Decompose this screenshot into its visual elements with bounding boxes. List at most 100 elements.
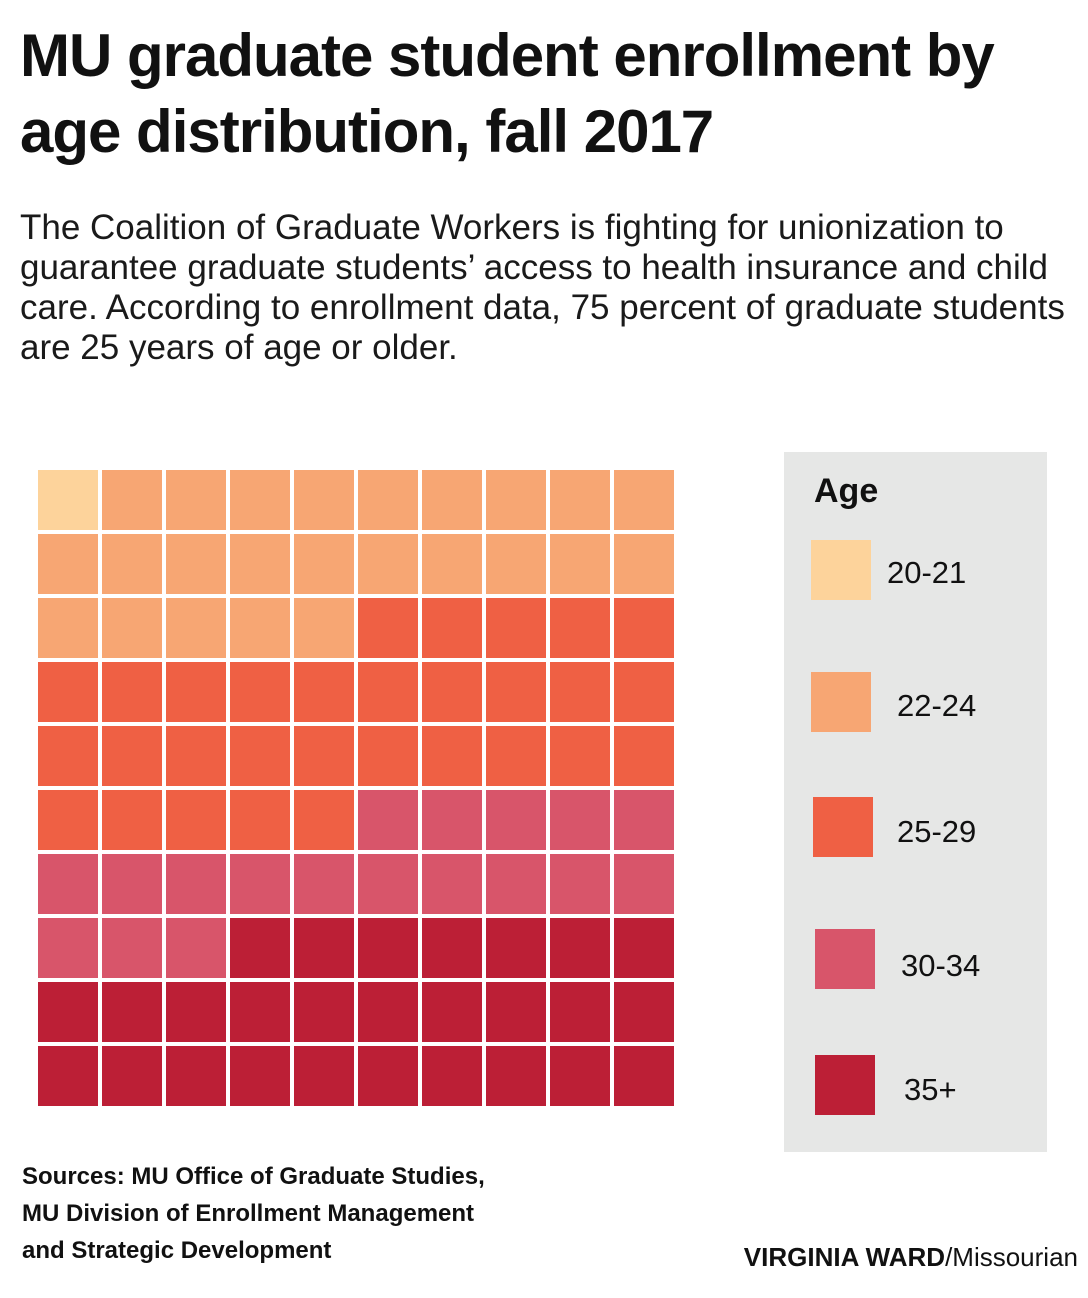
waffle-cell-25-29 (38, 662, 98, 722)
waffle-cell-25-29 (550, 662, 610, 722)
waffle-cell-35plus (550, 918, 610, 978)
waffle-cell-30-34 (102, 854, 162, 914)
waffle-cell-22-24 (486, 534, 546, 594)
waffle-cell-22-24 (614, 470, 674, 530)
chart-subtitle: The Coalition of Graduate Workers is fig… (20, 208, 1065, 367)
legend: Age 20-21 22-24 25-29 30-34 35+ (784, 452, 1047, 1152)
waffle-cell-35plus (230, 918, 290, 978)
waffle-cell-30-34 (230, 854, 290, 914)
waffle-cell-25-29 (102, 790, 162, 850)
waffle-cell-25-29 (38, 726, 98, 786)
waffle-cell-25-29 (230, 726, 290, 786)
source-line: MU Division of Enrollment Management (22, 1200, 475, 1227)
waffle-cell-30-34 (358, 790, 418, 850)
credit-name: VIRGINIA WARD (743, 1242, 946, 1272)
waffle-cell-22-24 (550, 470, 610, 530)
waffle-cell-25-29 (614, 598, 674, 658)
sources-note: Sources: MU Office of Graduate Studies, … (22, 1158, 622, 1269)
waffle-cell-25-29 (166, 662, 226, 722)
waffle-cell-30-34 (550, 790, 610, 850)
waffle-cell-22-24 (38, 534, 98, 594)
legend-swatch-30-34 (815, 929, 875, 989)
waffle-cell-30-34 (422, 854, 482, 914)
source-line: and Strategic Development (22, 1237, 332, 1264)
waffle-cell-25-29 (486, 726, 546, 786)
waffle-cell-30-34 (550, 854, 610, 914)
waffle-cell-22-24 (166, 598, 226, 658)
waffle-cell-22-24 (550, 534, 610, 594)
waffle-cell-25-29 (102, 726, 162, 786)
waffle-cell-25-29 (230, 662, 290, 722)
waffle-cell-30-34 (294, 854, 354, 914)
waffle-cell-30-34 (166, 854, 226, 914)
waffle-cell-35plus (230, 1046, 290, 1106)
waffle-cell-30-34 (38, 854, 98, 914)
waffle-cell-22-24 (102, 598, 162, 658)
waffle-chart (38, 470, 674, 1106)
waffle-cell-35plus (166, 982, 226, 1042)
waffle-cell-30-34 (614, 854, 674, 914)
chart-title: MU graduate student enrollment by age di… (20, 22, 995, 165)
waffle-cell-25-29 (422, 598, 482, 658)
waffle-cell-22-24 (166, 534, 226, 594)
waffle-cell-30-34 (422, 790, 482, 850)
waffle-cell-35plus (486, 1046, 546, 1106)
legend-swatch-20-21 (811, 540, 871, 600)
waffle-cell-22-24 (230, 534, 290, 594)
waffle-cell-22-24 (294, 598, 354, 658)
waffle-cell-35plus (422, 1046, 482, 1106)
waffle-cell-25-29 (614, 662, 674, 722)
waffle-cell-22-24 (38, 598, 98, 658)
waffle-cell-25-29 (358, 726, 418, 786)
waffle-cell-30-34 (166, 918, 226, 978)
waffle-cell-25-29 (166, 790, 226, 850)
waffle-cell-22-24 (358, 534, 418, 594)
waffle-cell-35plus (38, 982, 98, 1042)
legend-label-30-34: 30-34 (901, 948, 981, 983)
waffle-cell-35plus (486, 918, 546, 978)
legend-label-35plus: 35+ (904, 1072, 957, 1107)
waffle-cell-22-24 (614, 534, 674, 594)
waffle-cell-25-29 (614, 726, 674, 786)
waffle-cell-35plus (614, 918, 674, 978)
legend-title: Age (814, 472, 879, 510)
legend-swatch-35plus (815, 1055, 875, 1115)
waffle-cell-22-24 (102, 470, 162, 530)
legend-swatch-25-29 (813, 797, 873, 857)
waffle-cell-22-24 (294, 470, 354, 530)
waffle-cell-35plus (614, 1046, 674, 1106)
waffle-cell-25-29 (38, 790, 98, 850)
waffle-cell-22-24 (422, 534, 482, 594)
waffle-cell-35plus (38, 1046, 98, 1106)
waffle-cell-25-29 (422, 726, 482, 786)
legend-label-22-24: 22-24 (897, 688, 977, 723)
waffle-cell-35plus (102, 1046, 162, 1106)
waffle-cell-30-34 (614, 790, 674, 850)
waffle-cell-22-24 (486, 470, 546, 530)
waffle-cell-35plus (166, 1046, 226, 1106)
waffle-cell-22-24 (358, 470, 418, 530)
waffle-cell-25-29 (422, 662, 482, 722)
waffle-cell-35plus (358, 918, 418, 978)
waffle-cell-30-34 (486, 790, 546, 850)
waffle-cell-22-24 (166, 470, 226, 530)
waffle-cell-35plus (294, 1046, 354, 1106)
waffle-cell-25-29 (486, 662, 546, 722)
waffle-cell-25-29 (550, 598, 610, 658)
waffle-cell-35plus (230, 982, 290, 1042)
credit-line: VIRGINIA WARD/Missourian (744, 1242, 1078, 1273)
legend-label-25-29: 25-29 (897, 814, 977, 849)
waffle-cell-35plus (294, 918, 354, 978)
waffle-cell-35plus (550, 982, 610, 1042)
waffle-cell-35plus (358, 982, 418, 1042)
waffle-cell-25-29 (294, 726, 354, 786)
waffle-cell-35plus (486, 982, 546, 1042)
waffle-cell-35plus (422, 982, 482, 1042)
waffle-cell-35plus (294, 982, 354, 1042)
waffle-cell-30-34 (358, 854, 418, 914)
legend-swatch-22-24 (811, 672, 871, 732)
waffle-cell-20-21 (38, 470, 98, 530)
waffle-cell-22-24 (294, 534, 354, 594)
waffle-cell-22-24 (230, 470, 290, 530)
credit-outlet: /Missourian (945, 1242, 1078, 1272)
